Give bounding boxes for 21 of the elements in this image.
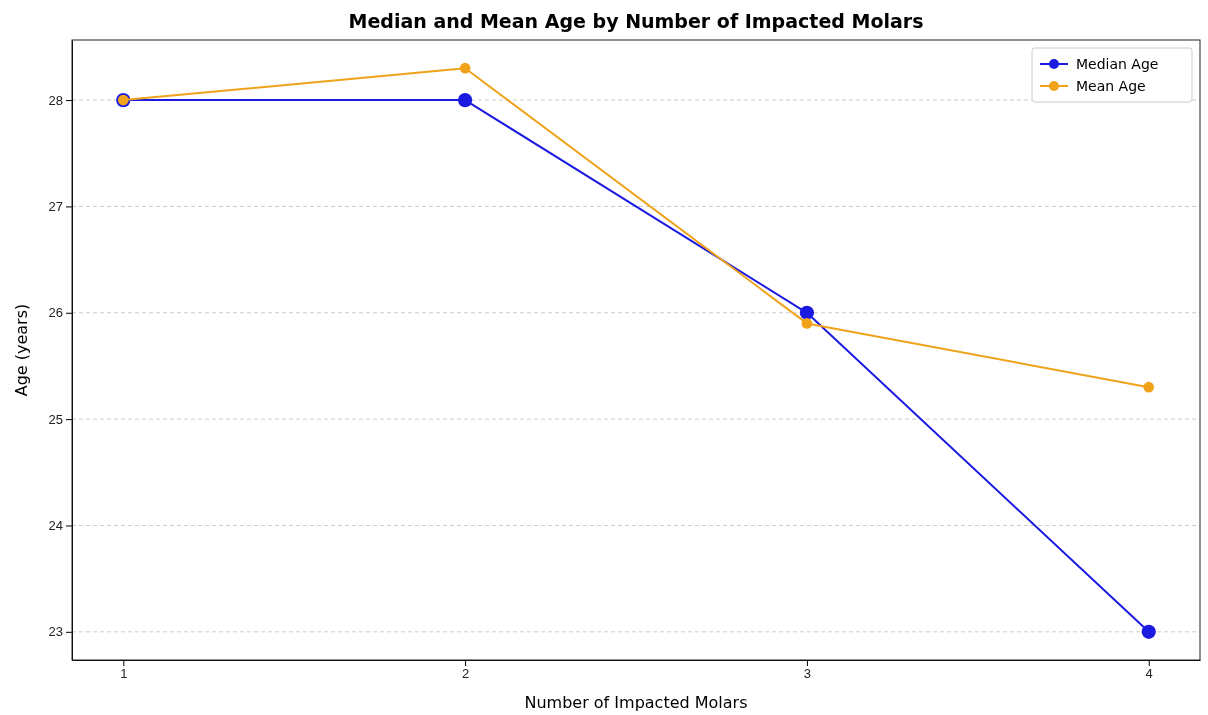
legend-label: Median Age — [1076, 56, 1159, 72]
point — [801, 318, 813, 329]
chart-title: Median and Mean Age by Number of Impacted Molars — [348, 10, 924, 32]
y-tick-label: 24 — [48, 518, 63, 534]
y-tick-label: 28 — [48, 92, 63, 108]
y-tick-label: 27 — [48, 199, 63, 215]
y-tick-label: 26 — [48, 305, 63, 321]
y-tick-label: 25 — [48, 411, 63, 427]
x-tick-label: 4 — [1145, 666, 1153, 682]
point — [799, 305, 815, 320]
x-tick-label: 3 — [803, 666, 812, 682]
x-tick-label: 2 — [461, 666, 470, 682]
x-tick-label: 1 — [120, 666, 128, 682]
legend-label: Mean Age — [1076, 78, 1146, 94]
point — [1143, 381, 1155, 393]
y-tick-label: 23 — [48, 624, 63, 640]
y-axis-title: Age (years) — [12, 303, 31, 397]
x-axis-title: Number of Impacted Molars — [524, 693, 748, 712]
point — [459, 62, 471, 74]
point — [457, 92, 473, 108]
point — [1141, 624, 1156, 639]
